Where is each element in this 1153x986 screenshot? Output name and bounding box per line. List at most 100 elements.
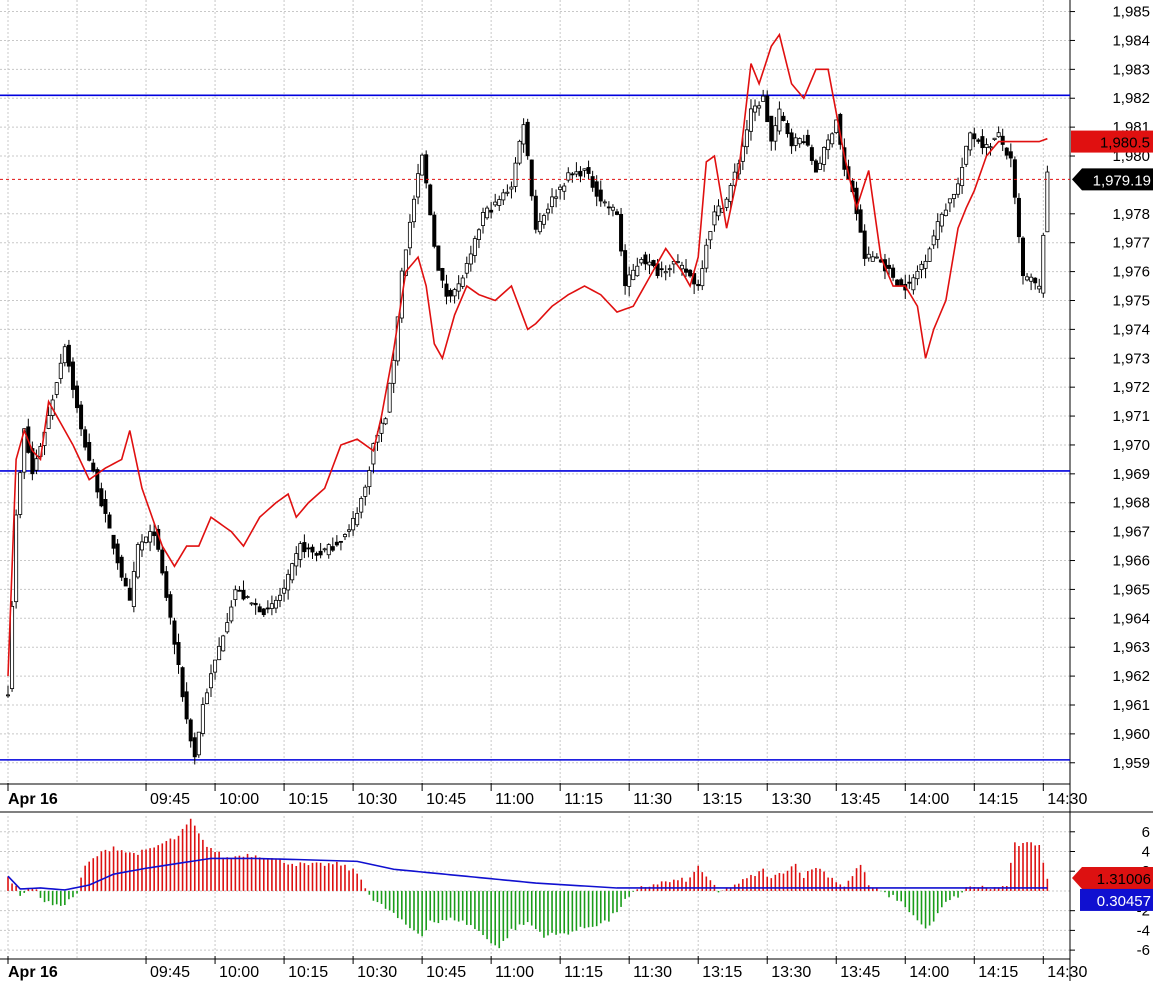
candle bbox=[411, 198, 416, 223]
candle bbox=[464, 263, 469, 274]
time-tick-label: 14:00 bbox=[909, 964, 949, 981]
price-tick-label: 1,961 bbox=[1112, 697, 1150, 714]
candle bbox=[290, 563, 295, 581]
candle bbox=[830, 133, 835, 145]
candle bbox=[330, 546, 335, 551]
candle bbox=[237, 589, 242, 592]
candle bbox=[712, 211, 717, 226]
candle bbox=[200, 704, 205, 734]
candle bbox=[805, 134, 810, 146]
signal-value-label: 0.30457 bbox=[1097, 893, 1151, 910]
price-tick-label: 1,977 bbox=[1112, 235, 1150, 252]
price-tick-label: 1,963 bbox=[1112, 639, 1150, 656]
candle bbox=[570, 173, 575, 176]
candle bbox=[773, 125, 778, 142]
candle bbox=[619, 213, 624, 252]
price-tick-label: 1,962 bbox=[1112, 668, 1150, 685]
candle bbox=[241, 589, 246, 600]
candle bbox=[440, 267, 445, 281]
candle bbox=[748, 108, 753, 132]
price-tick-label: 1,967 bbox=[1112, 524, 1150, 541]
candle bbox=[160, 549, 165, 574]
candle bbox=[359, 498, 364, 513]
time-tick-label: 11:00 bbox=[495, 791, 534, 808]
price-tick-label: 1,973 bbox=[1112, 350, 1150, 367]
candle bbox=[87, 441, 92, 461]
candle bbox=[322, 548, 327, 551]
candle bbox=[862, 230, 867, 259]
candle bbox=[956, 183, 961, 195]
candle bbox=[533, 195, 538, 230]
price-tick-label: 1,983 bbox=[1112, 61, 1150, 78]
time-tick-label: 14:15 bbox=[978, 964, 1018, 981]
candle bbox=[213, 659, 218, 673]
candle bbox=[103, 499, 108, 514]
candle bbox=[610, 206, 615, 211]
candle bbox=[164, 571, 169, 598]
time-tick-label: 11:00 bbox=[495, 964, 534, 981]
price-tick-label: 1,968 bbox=[1112, 495, 1150, 512]
candle bbox=[777, 108, 782, 132]
candle bbox=[424, 154, 429, 184]
candle bbox=[858, 209, 863, 233]
candle bbox=[813, 160, 818, 173]
candle bbox=[505, 191, 510, 194]
candle bbox=[578, 170, 583, 177]
time-tick-label: 14:30 bbox=[1047, 964, 1087, 981]
time-tick-label: 09:45 bbox=[150, 964, 190, 981]
candle bbox=[221, 635, 226, 652]
candle bbox=[623, 250, 628, 287]
candle bbox=[172, 620, 177, 645]
candle bbox=[757, 105, 762, 109]
candle bbox=[6, 694, 11, 697]
candle bbox=[789, 132, 794, 147]
candle bbox=[204, 692, 209, 705]
candle bbox=[1021, 237, 1026, 277]
candle bbox=[899, 279, 904, 286]
histogram bbox=[7, 818, 1049, 949]
candle bbox=[184, 691, 189, 720]
candle bbox=[420, 154, 425, 176]
candle bbox=[314, 553, 319, 556]
price-tick-label: 1,982 bbox=[1112, 90, 1150, 107]
time-tick-label: 10:00 bbox=[219, 791, 259, 808]
candle bbox=[269, 603, 274, 609]
time-tick-label: 10:45 bbox=[426, 964, 466, 981]
candle bbox=[525, 121, 530, 157]
candle bbox=[992, 137, 997, 140]
candle bbox=[521, 124, 526, 145]
time-tick-label: 10:30 bbox=[357, 791, 397, 808]
candle bbox=[265, 607, 270, 610]
candle bbox=[135, 544, 140, 578]
candle bbox=[887, 264, 892, 269]
time-tick-label: 13:45 bbox=[840, 791, 880, 808]
price-tick-label: 1,985 bbox=[1112, 4, 1150, 21]
candle bbox=[761, 95, 766, 102]
candle bbox=[939, 213, 944, 227]
candle bbox=[1033, 277, 1038, 284]
candle bbox=[566, 172, 571, 181]
osc-tick-label: 4 bbox=[1142, 844, 1150, 861]
candle bbox=[554, 196, 559, 199]
candle bbox=[541, 215, 546, 225]
candle bbox=[342, 534, 347, 538]
candle bbox=[1037, 285, 1042, 290]
candle bbox=[517, 140, 522, 164]
candle bbox=[907, 281, 912, 284]
candle bbox=[931, 235, 936, 246]
candle bbox=[700, 268, 705, 287]
candle bbox=[355, 513, 360, 526]
candle bbox=[1008, 151, 1013, 159]
time-tick-label: 13:15 bbox=[702, 791, 742, 808]
candle bbox=[1016, 197, 1021, 238]
candle bbox=[476, 229, 481, 240]
candle bbox=[574, 171, 579, 175]
candle bbox=[927, 248, 932, 262]
candle bbox=[529, 159, 534, 197]
candle bbox=[785, 123, 790, 135]
candle bbox=[708, 231, 713, 241]
candle bbox=[34, 458, 39, 471]
moving-average-line bbox=[7, 32, 1048, 677]
candle bbox=[923, 260, 928, 269]
